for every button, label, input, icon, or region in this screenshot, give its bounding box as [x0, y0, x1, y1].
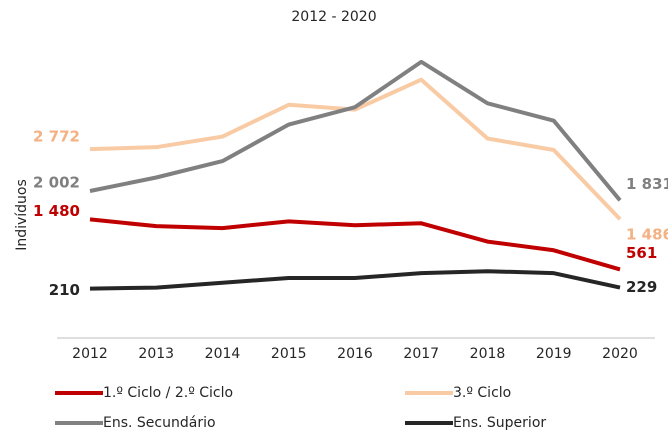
- data-label: 2 772: [33, 128, 80, 146]
- x-tick-label: 2014: [205, 346, 241, 362]
- series-line: [89, 217, 621, 272]
- y-axis-label: Indivíduos: [14, 179, 30, 251]
- series-line: [89, 77, 622, 221]
- x-tick-label: 2015: [271, 346, 307, 362]
- data-label: 1 486: [626, 226, 668, 244]
- x-tick-label: 2017: [403, 346, 439, 362]
- data-label: 1 831: [626, 175, 668, 193]
- legend-label: Ens. Superior: [453, 415, 546, 431]
- data-label: 561: [626, 244, 657, 262]
- x-tick-label: 2016: [337, 346, 373, 362]
- chart-title: 2012 - 2020: [291, 9, 376, 25]
- data-label: 2 002: [33, 174, 80, 192]
- legend-label: 1.º Ciclo / 2.º Ciclo: [103, 385, 233, 401]
- x-tick-label: 2013: [138, 346, 174, 362]
- x-tick-label: 2019: [536, 346, 572, 362]
- series-line: [89, 59, 622, 202]
- data-label: 210: [49, 281, 80, 299]
- data-label: 1 480: [33, 202, 80, 220]
- x-tick-label: 2020: [602, 346, 638, 362]
- series-line: [89, 269, 621, 291]
- x-tick-label: 2018: [470, 346, 506, 362]
- data-label: 229: [626, 278, 657, 296]
- x-tick-label: 2012: [72, 346, 108, 362]
- legend-label: Ens. Secundário: [103, 415, 216, 431]
- legend-label: 3.º Ciclo: [453, 385, 511, 401]
